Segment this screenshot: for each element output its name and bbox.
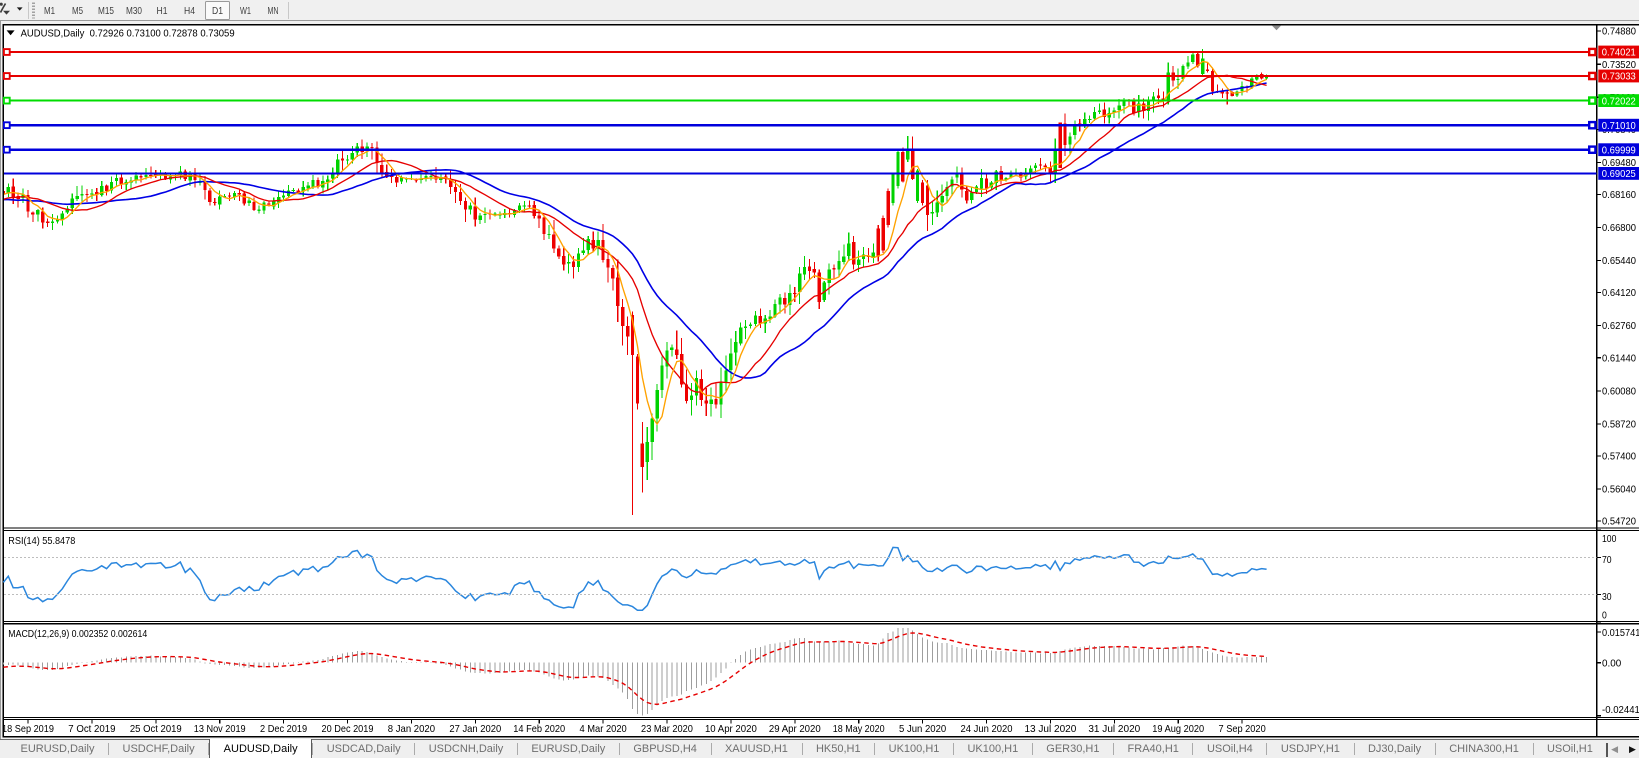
svg-text:0.69480: 0.69480: [1602, 158, 1636, 169]
svg-text:0.69999: 0.69999: [1602, 145, 1636, 156]
svg-text:0.54720: 0.54720: [1602, 517, 1636, 528]
svg-text:5 Jun 2020: 5 Jun 2020: [899, 724, 946, 735]
svg-text:H1: H1: [157, 6, 168, 17]
svg-text:M15: M15: [98, 6, 114, 17]
svg-text:7 Oct 2019: 7 Oct 2019: [68, 724, 115, 735]
svg-text:13 Jul 2020: 13 Jul 2020: [1024, 724, 1076, 735]
svg-text:100: 100: [1602, 534, 1617, 545]
svg-text:0.65440: 0.65440: [1602, 256, 1636, 267]
svg-text:8 Jan 2020: 8 Jan 2020: [388, 724, 435, 735]
svg-text:23 Mar 2020: 23 Mar 2020: [641, 724, 693, 735]
svg-text:0.60080: 0.60080: [1602, 386, 1636, 397]
svg-text:0: 0: [1602, 610, 1607, 621]
svg-text:D1: D1: [212, 6, 223, 17]
svg-text:18 May 2020: 18 May 2020: [833, 724, 885, 735]
svg-text:19 Aug 2020: 19 Aug 2020: [1152, 724, 1204, 735]
svg-text:H4: H4: [184, 6, 195, 17]
svg-text:18 Sep 2019: 18 Sep 2019: [2, 724, 54, 735]
svg-text:0.72022: 0.72022: [1602, 96, 1636, 107]
svg-text:0.56040: 0.56040: [1602, 485, 1636, 496]
svg-text:13 Nov 2019: 13 Nov 2019: [194, 724, 246, 735]
svg-text:-0.024412: -0.024412: [1602, 705, 1639, 716]
svg-text:RSI(14) 55.8478: RSI(14) 55.8478: [8, 536, 75, 547]
svg-text:0.00: 0.00: [1602, 658, 1622, 669]
svg-text:70: 70: [1602, 555, 1612, 566]
svg-text:MN: MN: [268, 6, 279, 17]
svg-text:AUDUSD,Daily 0.72926 0.73100: AUDUSD,Daily 0.72926 0.73100 0.72878 0.7…: [21, 29, 235, 40]
svg-text:31 Jul 2020: 31 Jul 2020: [1088, 724, 1140, 735]
svg-text:0.68160: 0.68160: [1602, 190, 1636, 201]
svg-text:10 Apr 2020: 10 Apr 2020: [705, 724, 757, 735]
svg-text:MACD(12,26,9) 0.002352 0.00261: MACD(12,26,9) 0.002352 0.002614: [8, 629, 147, 640]
svg-text:4 Mar 2020: 4 Mar 2020: [580, 724, 627, 735]
svg-text:29 Apr 2020: 29 Apr 2020: [769, 724, 821, 735]
svg-text:0.74880: 0.74880: [1602, 27, 1636, 38]
svg-text:25 Oct 2019: 25 Oct 2019: [130, 724, 182, 735]
svg-text:27 Jan 2020: 27 Jan 2020: [449, 724, 501, 735]
svg-text:0.73033: 0.73033: [1602, 72, 1636, 83]
svg-text:2 Dec 2019: 2 Dec 2019: [260, 724, 307, 735]
svg-text:0.66800: 0.66800: [1602, 223, 1636, 234]
svg-text:7 Sep 2020: 7 Sep 2020: [1219, 724, 1266, 735]
svg-text:0.74021: 0.74021: [1602, 48, 1636, 59]
svg-text:0.58720: 0.58720: [1602, 419, 1636, 430]
svg-text:0.61440: 0.61440: [1602, 353, 1636, 364]
svg-text:0.73520: 0.73520: [1602, 60, 1636, 71]
svg-text:30: 30: [1602, 592, 1612, 603]
svg-text:0.64120: 0.64120: [1602, 288, 1636, 299]
svg-text:0.71010: 0.71010: [1602, 121, 1636, 132]
svg-text:M1: M1: [44, 6, 55, 17]
svg-text:M30: M30: [126, 6, 142, 17]
svg-text:M5: M5: [72, 6, 83, 17]
svg-text:24 Jun 2020: 24 Jun 2020: [961, 724, 1013, 735]
svg-text:0.69025: 0.69025: [1602, 169, 1636, 180]
svg-text:0.015741: 0.015741: [1602, 628, 1639, 639]
svg-text:W1: W1: [240, 6, 251, 17]
svg-text:0.62760: 0.62760: [1602, 321, 1636, 332]
svg-text:20 Dec 2019: 20 Dec 2019: [322, 724, 374, 735]
svg-text:0.57400: 0.57400: [1602, 452, 1636, 463]
svg-text:14 Feb 2020: 14 Feb 2020: [513, 724, 565, 735]
